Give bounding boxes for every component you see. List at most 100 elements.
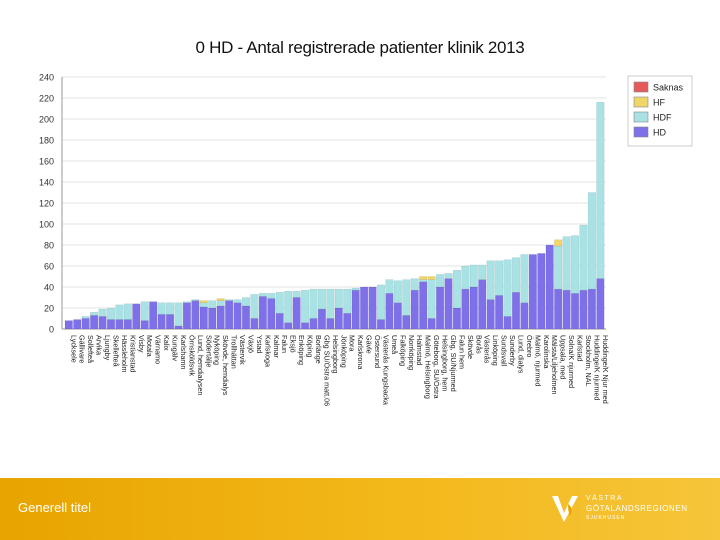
bar-hdf (106, 307, 116, 320)
bar-hd (106, 319, 116, 330)
y-tick-label: 80 (44, 241, 54, 251)
x-tick-label: Gbg, SU/Njurmed (449, 335, 458, 392)
bar-hd (225, 300, 234, 330)
y-tick-label: 200 (39, 115, 54, 125)
x-tick-label: Västerås (483, 335, 492, 364)
bar-hd (174, 325, 183, 330)
x-tick-label: Södertälje (204, 335, 213, 367)
x-tick-label: Skövde, hemdialys (221, 335, 230, 396)
bar-hdf (343, 288, 352, 314)
x-tick-label: Arvika (95, 335, 104, 355)
bar-hdf (562, 236, 571, 291)
x-tick-label: Enköping (297, 335, 306, 365)
bar-hdf (393, 280, 402, 304)
legend-swatch-hf (633, 96, 649, 108)
bar-hdf (90, 311, 99, 316)
bar-hd (461, 288, 470, 330)
x-tick-label: Halmstad (415, 335, 424, 365)
bar-hdf (241, 297, 251, 307)
x-tick-label: Gällivare (78, 335, 87, 363)
y-tick-label: 60 (44, 262, 54, 272)
bar-hd (495, 295, 504, 330)
bar-hd (393, 302, 402, 330)
footer-title: Generell titel (18, 500, 91, 515)
bar-hdf (486, 260, 495, 300)
bar-hdf (444, 273, 453, 279)
chart-bars (64, 101, 605, 330)
x-tick-label: Helsingborg, hem (441, 335, 450, 391)
bar-hdf (402, 279, 411, 316)
x-tick-label: Kristianstad (128, 335, 137, 373)
bar-hdf (258, 293, 267, 297)
x-tick-label: Borlänge (314, 335, 323, 364)
y-tick-label: 240 (39, 73, 54, 83)
y-tick-label: 180 (39, 136, 54, 146)
vastra-gotalandsregionen-logo: VÄSTRA GÖTALANDSREGIONEN SJUKHUSEN (548, 492, 698, 526)
bar-hd (554, 288, 563, 330)
x-tick-label: Sunderby (508, 335, 517, 366)
bar-hf (199, 300, 208, 303)
bar-hdf (587, 192, 596, 290)
bar-hd (275, 313, 284, 330)
x-tick-label: Ljungby (103, 335, 112, 361)
bar-hd (351, 289, 360, 330)
legend-swatch-hd (633, 126, 649, 138)
bar-hd (571, 293, 580, 330)
bar-hdf (410, 278, 419, 291)
x-tick-label: Göteborg, SU/Östra (432, 335, 441, 399)
bar-hd (309, 318, 318, 330)
bar-hdf (461, 265, 470, 290)
x-tick-label: Falun hem (457, 335, 466, 369)
bar-hdf (157, 302, 166, 315)
bar-hd (419, 281, 428, 330)
bar-hd (343, 313, 352, 330)
bar-hd (410, 289, 419, 330)
x-tick-label: Huddinge/K njurmed (592, 335, 601, 401)
x-tick-label: Falköping (398, 335, 407, 366)
y-tick-label: 100 (39, 220, 54, 230)
bar-hd (326, 318, 335, 330)
y-tick-label: 140 (39, 178, 54, 188)
bar-hdf (199, 302, 208, 308)
x-tick-label: Lycksele (69, 335, 78, 363)
x-tick-label: Visby (137, 335, 146, 353)
bar-hd (115, 319, 124, 330)
x-tick-label: Örebro (525, 335, 534, 357)
x-tick-label: Östersund (373, 335, 382, 368)
x-tick-label: Kalmar (272, 335, 281, 358)
bar-hdf (216, 300, 225, 307)
bar-hd (360, 286, 369, 330)
x-tick-label: Karolinska (542, 335, 551, 369)
chart-legend: Saknas HF HDF HD (627, 75, 693, 147)
x-axis-labels: Lycksele Gällivare Sollefteå Arvika Ljungby S… (69, 335, 610, 406)
bar-hd (545, 244, 554, 330)
x-tick-label: Karlstad (576, 335, 585, 361)
bar-hdf (317, 288, 326, 310)
bar-hdf (140, 301, 149, 321)
bar-hd (90, 315, 99, 330)
x-tick-label: Gävle (365, 335, 374, 354)
bar-chart: 0 20 40 60 80 100 120 140 160 180 200 220 240 Lyckse… (39, 73, 693, 406)
bar-hd (444, 278, 453, 330)
bar-hdf (385, 279, 394, 294)
bar-hd (385, 293, 394, 330)
bar-hd (123, 319, 132, 330)
bar-hdf (81, 316, 90, 319)
bar-hd (478, 279, 487, 330)
y-tick-label: 120 (39, 199, 54, 209)
logo-line-2: GÖTALANDSREGIONEN (586, 504, 688, 513)
x-tick-label: Ystad (255, 335, 264, 353)
vgr-logo-icon (552, 496, 578, 522)
bar-hd (241, 305, 251, 330)
x-tick-label: Lund, dialys (516, 335, 525, 374)
bar-hd (233, 302, 242, 330)
bar-hdf (469, 264, 478, 288)
x-tick-label: Skellefteå (111, 335, 120, 367)
y-tick-label: 0 (49, 325, 54, 335)
x-tick-label: Uppsala, med (559, 335, 568, 379)
bar-hd (166, 314, 175, 330)
bar-hdf (503, 259, 512, 317)
bar-hd (511, 292, 521, 330)
chart-title: 0 HD - Antal registrerade patienter klin… (195, 38, 525, 57)
bar-hd (140, 320, 149, 330)
